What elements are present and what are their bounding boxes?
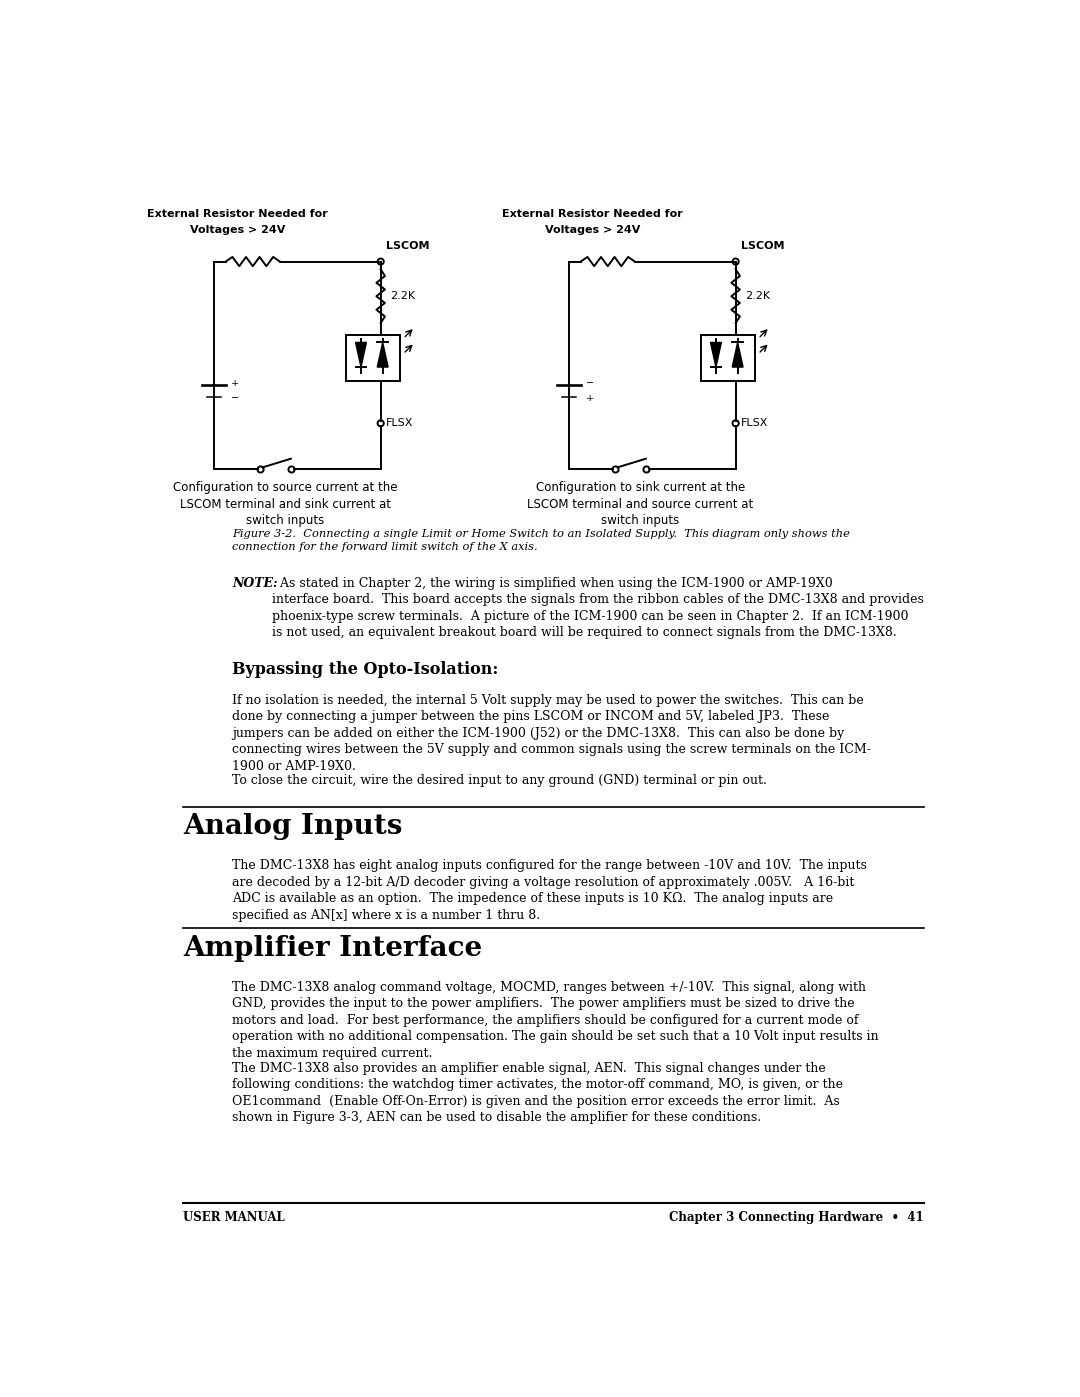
Text: The DMC-13X8 analog command voltage, MOCMD, ranges between +/-10V.  This signal,: The DMC-13X8 analog command voltage, MOC…: [232, 981, 878, 1060]
Text: 2.2K: 2.2K: [745, 291, 770, 302]
Text: LSCOM: LSCOM: [387, 242, 430, 251]
Text: Analog Inputs: Analog Inputs: [183, 813, 403, 840]
Polygon shape: [355, 342, 366, 367]
Text: As stated in Chapter 2, the wiring is simplified when using the ICM-1900 or AMP-: As stated in Chapter 2, the wiring is si…: [272, 577, 924, 638]
Text: If no isolation is needed, the internal 5 Volt supply may be used to power the s: If no isolation is needed, the internal …: [232, 693, 870, 773]
Text: +: +: [586, 394, 594, 404]
Text: Configuration to source current at the
LSCOM terminal and sink current at
switch: Configuration to source current at the L…: [173, 481, 397, 527]
Text: Configuration to sink current at the
LSCOM terminal and source current at
switch: Configuration to sink current at the LSC…: [527, 481, 754, 527]
Text: −: −: [231, 394, 240, 404]
Text: USER MANUAL: USER MANUAL: [183, 1211, 285, 1224]
Text: External Resistor Needed for: External Resistor Needed for: [502, 210, 683, 219]
Bar: [346, 335, 400, 381]
Text: Chapter 3 Connecting Hardware  •  41: Chapter 3 Connecting Hardware • 41: [670, 1211, 924, 1224]
Text: Figure 3-2.  Connecting a single Limit or Home Switch to an Isolated Supply.  Th: Figure 3-2. Connecting a single Limit or…: [232, 529, 850, 552]
Text: The DMC-13X8 has eight analog inputs configured for the range between -10V and 1: The DMC-13X8 has eight analog inputs con…: [232, 859, 867, 922]
Text: 2.2K: 2.2K: [390, 291, 415, 302]
Text: +: +: [231, 379, 240, 388]
Text: To close the circuit, wire the desired input to any ground (GND) terminal or pin: To close the circuit, wire the desired i…: [232, 774, 767, 788]
Text: FLSX: FLSX: [387, 418, 414, 429]
Polygon shape: [732, 342, 743, 367]
Text: FLSX: FLSX: [741, 418, 769, 429]
Text: Amplifier Interface: Amplifier Interface: [183, 935, 483, 961]
Bar: [701, 335, 755, 381]
Text: The DMC-13X8 also provides an amplifier enable signal, AEN.  This signal changes: The DMC-13X8 also provides an amplifier …: [232, 1062, 842, 1125]
Text: Voltages > 24V: Voltages > 24V: [544, 225, 640, 235]
Text: External Resistor Needed for: External Resistor Needed for: [147, 210, 327, 219]
Text: LSCOM: LSCOM: [741, 242, 784, 251]
Text: Bypassing the Opto-Isolation:: Bypassing the Opto-Isolation:: [232, 661, 498, 678]
Text: NOTE:: NOTE:: [232, 577, 278, 590]
Polygon shape: [377, 342, 388, 367]
Text: Voltages > 24V: Voltages > 24V: [190, 225, 285, 235]
Text: −: −: [586, 379, 594, 388]
Polygon shape: [711, 342, 721, 367]
